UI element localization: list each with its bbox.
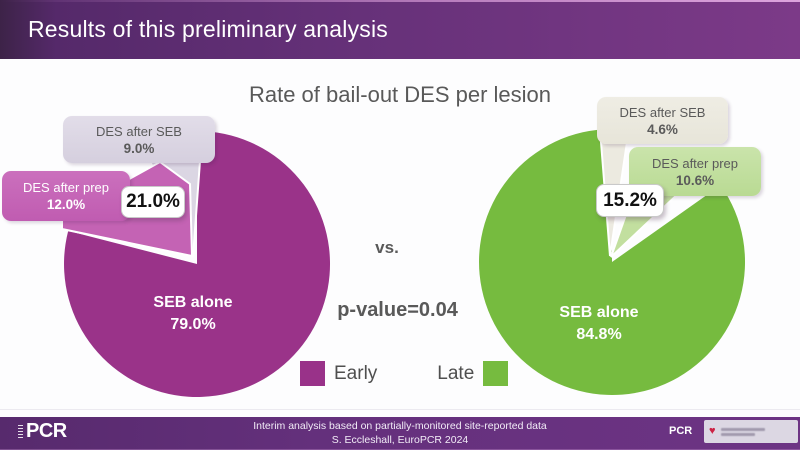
pie-early-slice-seb-alone [64,131,331,397]
callout-label: DES after prep [652,155,738,171]
pcr-logo-text: PCR [26,420,67,442]
pie-late-main-label: SEB alone 84.8% [499,302,699,346]
footer-line1: Interim analysis based on partially-moni… [253,420,547,432]
callout-value: 4.6% [647,121,678,137]
footer-divider [0,409,800,410]
pcr-small-logo: PCR [669,425,693,437]
callout-early-total-bailout: 21.0% [121,186,185,218]
heart-icon: ♥ [709,425,716,437]
pie-late-slice-seb-alone [479,129,746,396]
slice-value: 84.8% [576,326,622,343]
legend-swatch-early [300,361,325,386]
callout-label: DES after SEB [96,123,182,139]
callout-early-des-after-seb: DES after SEB 9.0% [63,116,215,163]
legend-swatch-late [483,361,509,386]
legend-label-late: Late [437,362,475,384]
callout-early-des-after-prep: DES after prep 12.0% [2,171,130,221]
callout-late-total-bailout: 15.2% [596,184,664,217]
partner-badge: ♥ [704,420,798,443]
vs-label: vs. [375,238,399,257]
pcr-logo: PCR [18,420,67,443]
pie-early-main-label: SEB alone 79.0% [93,292,293,336]
figure-title: Rate of bail-out DES per lesion [248,82,552,107]
slice-label: SEB alone [559,304,639,321]
legend: Early Late [300,361,509,386]
page-title: Results of this preliminary analysis [28,16,388,42]
legend-label-early: Early [334,362,378,384]
slice-value: 79.0% [170,316,216,333]
callout-value: 9.0% [123,140,155,156]
footer-line2: S. Eccleshall, EuroPCR 2024 [331,433,469,446]
callout-value: 12.0% [46,197,86,212]
footer-bar: PCR Interim analysis based on partially-… [0,417,800,450]
footer-attribution: Interim analysis based on partially-moni… [0,420,800,447]
callout-value: 10.6% [675,172,715,188]
callout-label: DES after SEB [619,104,706,120]
slice-label: SEB alone [153,294,233,311]
pcr-logo-marks [18,424,23,439]
callout-label: DES after prep [23,180,109,195]
header-bar: Results of this preliminary analysis [0,0,800,59]
p-value-label: p-value=0.04 [337,299,458,321]
partner-badge-text-placeholder [720,427,765,436]
callout-late-des-after-seb: DES after SEB 4.6% [597,97,728,144]
